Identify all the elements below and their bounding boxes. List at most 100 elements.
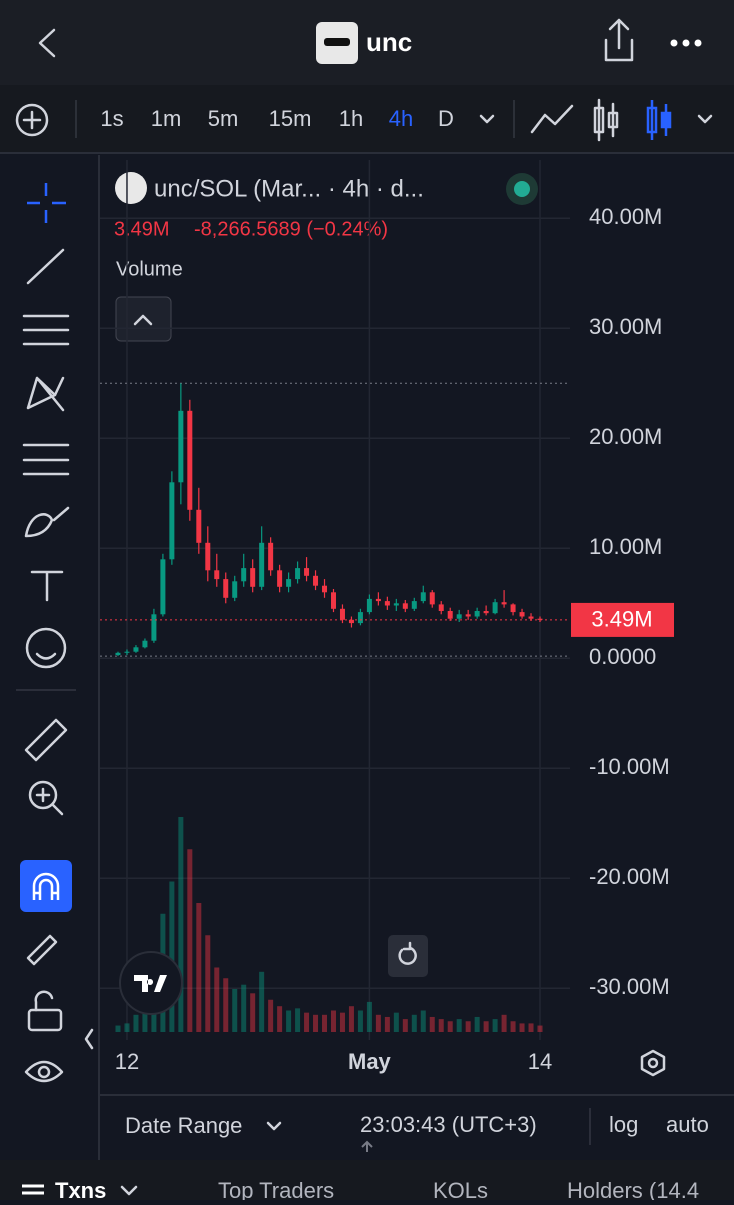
top-bar xyxy=(0,0,734,85)
candle-body xyxy=(492,602,498,614)
volume-bar xyxy=(124,1023,130,1032)
token-title: unc xyxy=(366,27,412,57)
candle-body xyxy=(322,585,328,593)
line-chart-type[interactable] xyxy=(530,104,574,134)
interval-dropdown[interactable] xyxy=(479,114,495,124)
prediction-tool[interactable] xyxy=(22,443,70,476)
heikin-chart-type[interactable] xyxy=(646,100,672,140)
fib-tool[interactable] xyxy=(22,314,70,346)
candle-body xyxy=(456,614,462,619)
candle-body xyxy=(250,568,256,587)
candle-body xyxy=(124,651,130,653)
candle-body xyxy=(142,640,148,648)
date-range[interactable]: Date Range xyxy=(125,1113,242,1138)
emoji-smile xyxy=(35,652,57,660)
volume-bar xyxy=(393,1012,399,1032)
candle-body xyxy=(259,542,265,587)
unlock-tool[interactable] xyxy=(27,1008,63,1032)
volume-label: Volume xyxy=(116,258,183,280)
volume-bar xyxy=(474,1016,480,1032)
brush-tool[interactable] xyxy=(24,506,70,538)
interval[interactable]: 1h xyxy=(339,106,363,131)
volume-bar xyxy=(205,935,211,1032)
interval[interactable]: D xyxy=(438,106,454,131)
measure-tool[interactable] xyxy=(24,718,68,762)
x-tick-label: May xyxy=(348,1049,392,1074)
status-dot xyxy=(514,181,530,197)
candle-body xyxy=(375,598,381,602)
candle-body xyxy=(537,618,543,620)
txns-icon xyxy=(22,1184,44,1195)
volume-bar xyxy=(304,1012,310,1032)
interval[interactable]: 1s xyxy=(100,106,123,131)
text-tool[interactable] xyxy=(30,570,64,602)
candle-body xyxy=(232,581,238,598)
reset-icon xyxy=(398,941,417,965)
candle-body xyxy=(187,410,193,510)
zoom-icon xyxy=(35,787,64,816)
candle-body xyxy=(330,592,336,609)
auto-toggle[interactable]: auto xyxy=(666,1112,709,1137)
legend-avatar xyxy=(115,172,147,204)
pattern-tool[interactable] xyxy=(26,376,65,412)
candle-body xyxy=(169,482,175,560)
collapse-sidebar[interactable] xyxy=(84,1028,94,1050)
candle-body xyxy=(196,509,202,543)
candle-chart-type[interactable] xyxy=(593,98,619,142)
add-icon xyxy=(22,110,42,130)
candle-body xyxy=(411,601,417,609)
zoom-tool[interactable] xyxy=(28,780,58,810)
y-tick-label: -10.00M xyxy=(589,754,670,779)
chart-type-dropdown[interactable] xyxy=(697,114,713,124)
share-button[interactable] xyxy=(604,18,634,62)
interval[interactable]: 4h xyxy=(389,106,413,131)
volume-bar xyxy=(259,971,265,1032)
candle-body xyxy=(465,614,471,617)
candle-body xyxy=(160,559,166,615)
candle-body xyxy=(313,575,319,586)
collapse-legend[interactable] xyxy=(115,296,172,342)
crosshair-tool[interactable] xyxy=(27,183,66,223)
interval[interactable]: 15m xyxy=(269,106,312,131)
volume-bar xyxy=(322,1014,328,1032)
legend-title: unc/SOL (Mar... · 4h · d... xyxy=(154,175,424,202)
volume-bar xyxy=(223,978,229,1032)
candle-body xyxy=(429,592,435,605)
candle-body xyxy=(348,619,354,624)
add-indicator[interactable] xyxy=(15,103,49,137)
more-button[interactable] xyxy=(670,39,702,47)
volume-bar xyxy=(537,1025,543,1032)
candle-body xyxy=(339,608,345,620)
tab[interactable]: Top Traders xyxy=(218,1178,334,1203)
magnet-tool[interactable] xyxy=(20,860,72,912)
volume-bar xyxy=(313,1014,319,1032)
interval[interactable]: 5m xyxy=(208,106,239,131)
lock-drawing-tool[interactable] xyxy=(26,934,58,966)
log-toggle[interactable]: log xyxy=(609,1112,638,1137)
tab[interactable]: Holders (14.4 xyxy=(567,1178,699,1203)
candle-body xyxy=(241,568,247,582)
resize-handle[interactable] xyxy=(361,1140,373,1176)
candle-body xyxy=(519,612,525,617)
tab-bar xyxy=(0,1160,734,1200)
volume-bar xyxy=(456,1019,462,1032)
emoji-tool[interactable] xyxy=(25,627,67,669)
reset-button[interactable] xyxy=(388,935,428,977)
candle-body xyxy=(295,568,301,580)
visibility-tool[interactable] xyxy=(24,1060,64,1083)
candle-body xyxy=(528,616,534,619)
trend-line-tool[interactable] xyxy=(26,248,65,285)
toolbar xyxy=(0,85,734,153)
y-tick-label: 10.00M xyxy=(589,534,662,559)
candle-body xyxy=(133,647,139,652)
tab[interactable]: Txns xyxy=(55,1178,106,1203)
interval[interactable]: 1m xyxy=(151,106,182,131)
candle-body xyxy=(286,579,292,587)
tab[interactable]: KOLs xyxy=(433,1178,488,1203)
back-button[interactable] xyxy=(38,28,56,58)
y-tick-label: -20.00M xyxy=(589,864,670,889)
volume-bar xyxy=(384,1016,390,1032)
volume-bar xyxy=(519,1023,525,1032)
chart-settings[interactable] xyxy=(640,1049,666,1077)
